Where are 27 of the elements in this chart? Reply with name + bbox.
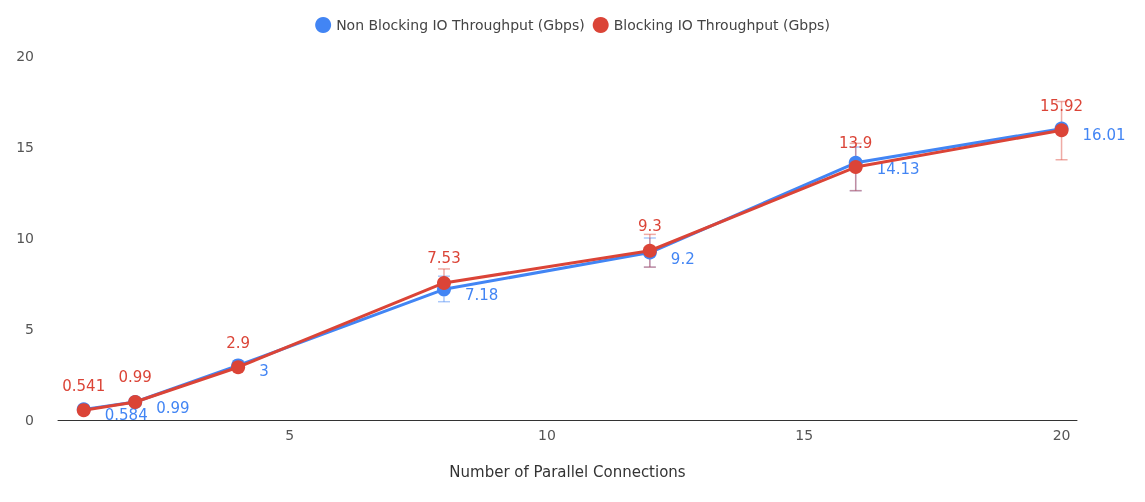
y-tick-label: 20: [16, 48, 34, 64]
x-axis-title: Number of Parallel Connections: [449, 462, 686, 481]
x-tick-label: 10: [538, 427, 556, 443]
legend-label: Blocking IO Throughput (Gbps): [613, 17, 830, 33]
data-label: 2.9: [226, 333, 251, 352]
x-tick-label: 5: [285, 427, 295, 443]
data-label: 16.01: [1082, 125, 1126, 144]
data-label: 0.541: [62, 376, 106, 395]
data-label: 7.18: [464, 286, 499, 305]
data-label: 15.92: [1040, 96, 1084, 115]
data-label: 3: [259, 362, 269, 381]
data-label: 0.99: [156, 398, 190, 417]
y-tick-label: 0: [25, 412, 34, 428]
data-label: 9.2: [670, 249, 695, 268]
point: [437, 275, 451, 290]
point: [848, 160, 863, 175]
x-tick-label: 20: [1052, 427, 1071, 443]
data-label: 9.3: [637, 217, 662, 236]
data-label: 0.99: [118, 368, 152, 387]
x-tick-label: 15: [795, 427, 814, 443]
legend-label: Non Blocking IO Throughput (Gbps): [336, 17, 585, 33]
y-tick-label: 5: [25, 321, 34, 337]
y-tick-label: 10: [16, 230, 34, 246]
data-label: 7.53: [427, 249, 461, 268]
data-label: 0.584: [104, 406, 148, 425]
data-label: 13.9: [839, 133, 873, 152]
y-tick-label: 15: [16, 139, 34, 155]
